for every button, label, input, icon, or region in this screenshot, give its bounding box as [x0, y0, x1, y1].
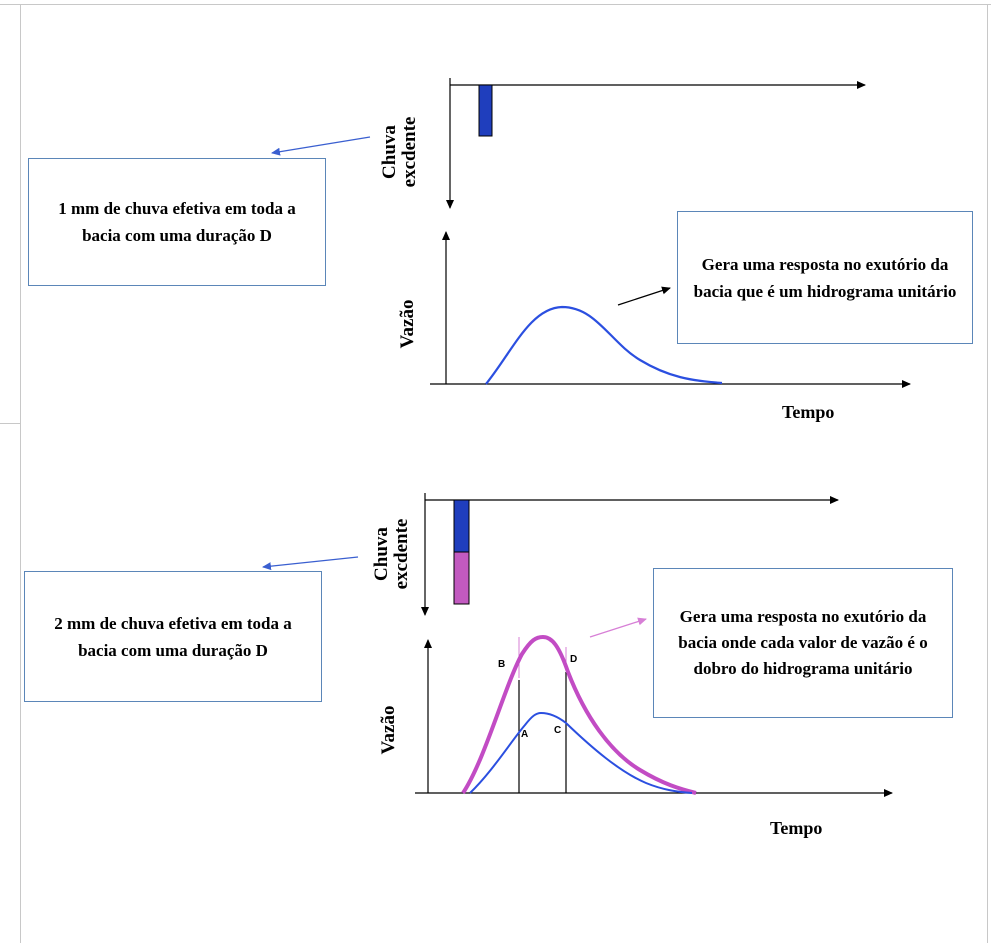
top-right-description-box: Gera uma resposta no exutório da bacia q…: [677, 211, 973, 344]
bottom-left-description-text: 2 mm de chuva efetiva em toda a bacia co…: [54, 613, 292, 660]
top-rain-axis-label-line1: Chuva: [379, 125, 400, 179]
bottom-right-description-text: Gera uma resposta no exutório da bacia o…: [678, 607, 928, 678]
point-label-c: C: [554, 725, 561, 736]
bottom-rain-axis-label: Chuva excdente: [371, 509, 416, 599]
top-unit-hydrograph-curve: [485, 305, 723, 385]
bottom-rain-axis-label-line2: excdente: [391, 518, 412, 590]
top-rain-axis-label: Chuva excdente: [379, 107, 424, 197]
frame-line-middle: [0, 423, 20, 424]
bottom-doubled-hydrograph-curve: [461, 634, 697, 795]
top-left-description-box: 1 mm de chuva efetiva em toda a bacia co…: [28, 158, 326, 286]
top-flow-axis-label: Vazão: [397, 299, 418, 349]
point-label-d: D: [570, 654, 577, 665]
top-right-description-text: Gera uma resposta no exutório da bacia q…: [693, 254, 957, 301]
bottom-time-axis-label: Tempo: [770, 818, 823, 838]
top-left-description-text: 1 mm de chuva efetiva em toda a bacia co…: [58, 199, 296, 245]
bottom-left-description-box: 2 mm de chuva efetiva em toda a bacia co…: [24, 571, 322, 702]
bottom-rain-axis-label-line1: Chuva: [371, 527, 392, 581]
top-rain-bar: [478, 84, 493, 137]
bottom-right-description-box: Gera uma resposta no exutório da bacia o…: [653, 568, 953, 718]
bottom-left-callout-arrow: [262, 556, 359, 571]
bottom-rain-bar-blue: [453, 499, 470, 553]
top-time-axis-label: Tempo: [782, 402, 835, 422]
top-rain-axis-label-line2: excdente: [399, 116, 420, 188]
point-label-a: A: [521, 729, 528, 740]
bottom-flow-axis-label: Vazão: [378, 705, 399, 755]
frame-line-top: [0, 4, 991, 5]
point-label-b: B: [498, 659, 505, 670]
bottom-right-callout-arrow: [589, 617, 647, 638]
frame-line-right: [987, 4, 988, 943]
bottom-rain-bar-magenta: [453, 551, 470, 605]
top-left-callout-arrow: [271, 136, 371, 156]
frame-line-left: [20, 4, 21, 943]
top-right-callout-arrow: [617, 286, 671, 306]
bottom-unit-hydrograph-curve: [469, 711, 693, 794]
